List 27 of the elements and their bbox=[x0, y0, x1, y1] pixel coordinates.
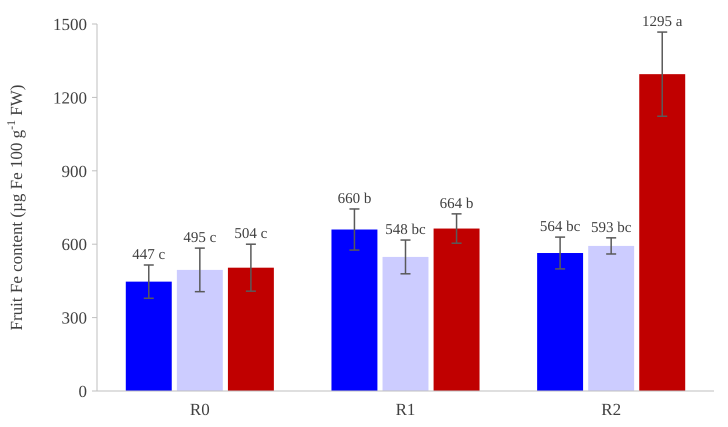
data-label: 504 c bbox=[234, 226, 268, 242]
y-tick-label: 300 bbox=[62, 308, 87, 328]
bar bbox=[537, 253, 584, 391]
data-label: 1295 a bbox=[642, 14, 683, 30]
data-label: 495 c bbox=[183, 230, 217, 246]
bar bbox=[588, 246, 634, 391]
y-tick-label: 0 bbox=[78, 382, 87, 401]
data-label: 564 bc bbox=[540, 219, 581, 236]
bar bbox=[382, 256, 428, 391]
x-tick-label: R1 bbox=[396, 400, 416, 419]
y-tick-label: 1500 bbox=[53, 14, 87, 34]
data-label: 548 bc bbox=[385, 222, 426, 238]
bar bbox=[639, 74, 686, 391]
bar bbox=[434, 228, 480, 391]
data-label: 664 b bbox=[440, 196, 474, 212]
y-tick-label: 900 bbox=[62, 162, 87, 181]
bar bbox=[176, 270, 223, 391]
x-tick-label: R0 bbox=[190, 400, 210, 419]
bar bbox=[126, 282, 172, 391]
y-tick-label: 600 bbox=[62, 235, 87, 254]
bar bbox=[331, 230, 378, 391]
data-label: 447 c bbox=[132, 246, 166, 263]
bar bbox=[228, 268, 274, 391]
data-label: 593 bc bbox=[590, 220, 632, 236]
data-label: 660 b bbox=[338, 190, 372, 207]
x-tick-label: R2 bbox=[601, 400, 622, 419]
y-tick-label: 1200 bbox=[53, 88, 87, 108]
